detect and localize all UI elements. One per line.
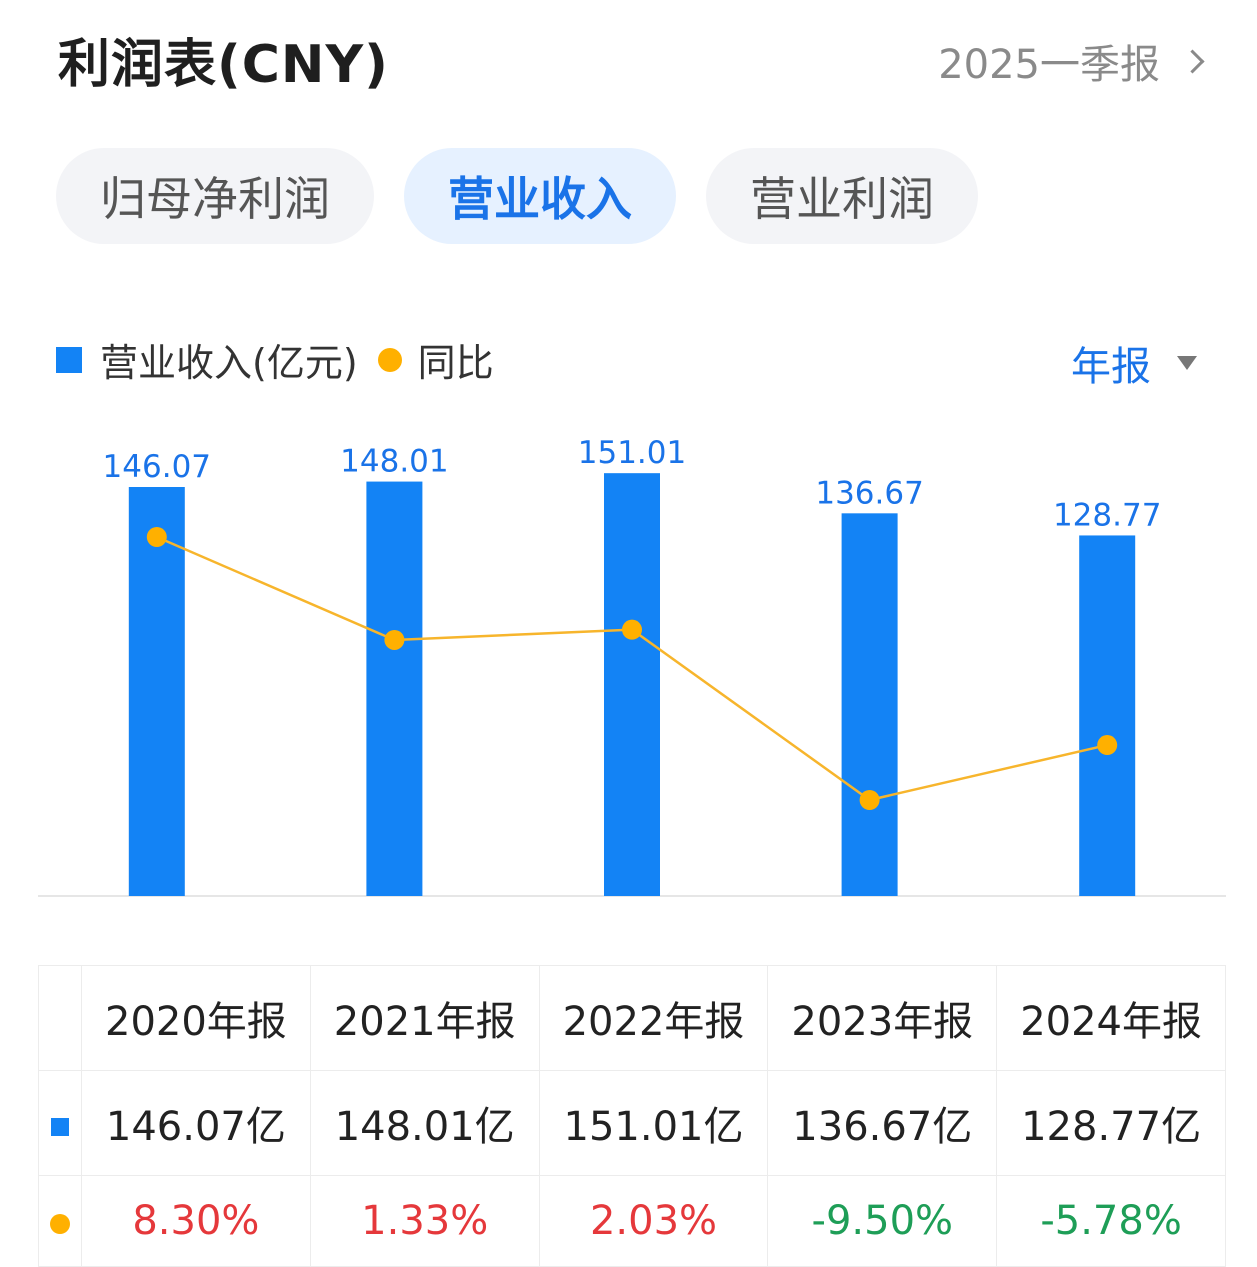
bar-legend-label: 营业收入(亿元) [100, 341, 358, 385]
table-header-row: 2020年报 2021年报 2022年报 2023年报 2024年报 [38, 965, 1226, 1071]
table-header-cell: 2023年报 [767, 965, 998, 1071]
table-corner-cell [38, 965, 82, 1071]
yoy-marker-icon [50, 1214, 70, 1234]
revenue-cell: 151.01亿 [538, 1070, 769, 1176]
bar-data-label: 146.07 [103, 449, 211, 485]
bar [366, 481, 423, 896]
tab-revenue[interactable]: 营业收入 [404, 148, 676, 244]
period-selector[interactable]: 2025一季报 [938, 32, 1209, 90]
revenue-cell: 148.01亿 [309, 1070, 540, 1176]
revenue-marker-cell [38, 1070, 82, 1176]
bar [1079, 535, 1136, 896]
revenue-chart: 146.07 148.01 151.01 136.67 128.77 [38, 435, 1226, 897]
table-header-cell: 2024年报 [996, 965, 1226, 1071]
table-header-cell: 2022年报 [538, 965, 769, 1071]
revenue-cell: 128.77亿 [996, 1070, 1226, 1176]
bar-legend-swatch [56, 346, 82, 373]
revenue-cell: 136.67亿 [767, 1070, 998, 1176]
yoy-cell: 2.03% [538, 1175, 769, 1267]
bar-data-label: 136.67 [815, 475, 923, 511]
yoy-point [622, 619, 642, 640]
table-row-revenue: 146.07亿 148.01亿 151.01亿 136.67亿 128.77亿 [38, 1070, 1226, 1176]
bar [841, 513, 898, 896]
tab-operating-profit[interactable]: 营业利润 [706, 148, 978, 244]
report-type-dropdown[interactable]: 年报 [1071, 334, 1197, 392]
table-header-cell: 2021年报 [309, 965, 540, 1071]
yoy-point [384, 629, 405, 650]
table-row-yoy: 8.30% 1.33% 2.03% -9.50% -5.78% [38, 1175, 1226, 1267]
revenue-marker-icon [51, 1118, 69, 1136]
chevron-right-icon [1180, 48, 1205, 74]
bar [128, 487, 185, 896]
period-label: 2025一季报 [938, 42, 1160, 88]
yoy-cell: 1.33% [309, 1175, 540, 1267]
yoy-cell: -9.50% [767, 1175, 998, 1267]
yoy-marker-cell [38, 1175, 82, 1267]
line-legend-label: 同比 [417, 341, 494, 385]
line-legend-swatch [377, 347, 402, 372]
bar-data-label: 148.01 [340, 444, 448, 480]
data-table: 2020年报 2021年报 2022年报 2023年报 2024年报 146.0… [38, 965, 1226, 1267]
bar [604, 473, 660, 896]
caret-down-icon [1177, 356, 1197, 370]
revenue-cell: 146.07亿 [81, 1070, 311, 1176]
report-type-label: 年报 [1071, 344, 1151, 390]
yoy-cell: 8.30% [81, 1175, 311, 1267]
yoy-point [146, 527, 167, 547]
chart-legend: 营业收入(亿元) 同比 [56, 332, 494, 387]
header: 利润表(CNY) 2025一季报 [0, 0, 1257, 120]
yoy-point [859, 790, 880, 810]
yoy-point [1097, 735, 1118, 756]
tab-net-profit[interactable]: 归母净利润 [56, 148, 374, 244]
bar-data-label: 151.01 [578, 435, 686, 471]
metric-tabs: 归母净利润 营业收入 营业利润 [56, 148, 978, 244]
table-header-cell: 2020年报 [81, 965, 311, 1071]
bar-data-label: 128.77 [1053, 497, 1161, 533]
page-title: 利润表(CNY) [58, 35, 389, 95]
yoy-cell: -5.78% [996, 1175, 1226, 1267]
